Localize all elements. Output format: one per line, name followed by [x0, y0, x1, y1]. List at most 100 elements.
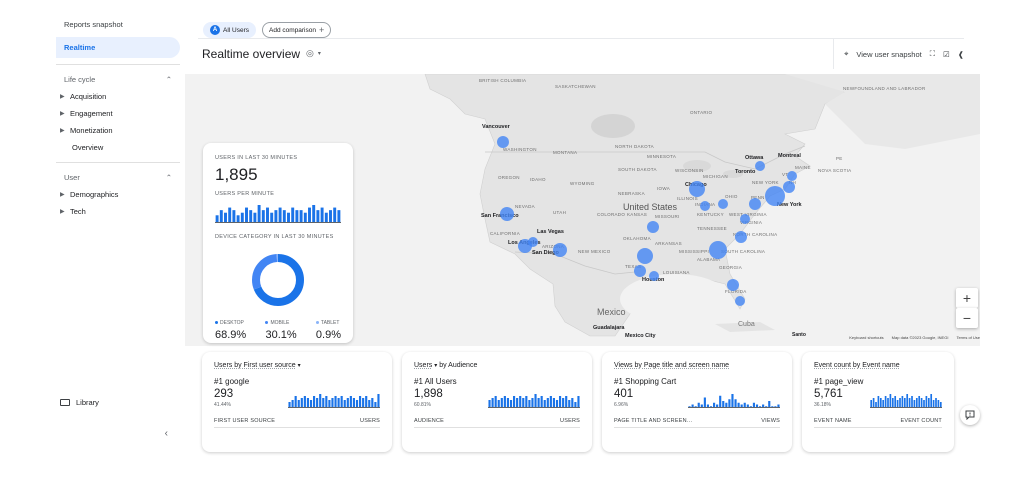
chart-bar[interactable]: [500, 398, 503, 408]
chart-bar[interactable]: [494, 396, 497, 408]
chart-bar[interactable]: [577, 396, 580, 408]
chart-bar[interactable]: [291, 207, 295, 223]
share-icon[interactable]: ❰: [957, 49, 964, 59]
chart-bar[interactable]: [309, 400, 313, 408]
chart-bar[interactable]: [877, 396, 880, 408]
chart-bar[interactable]: [240, 212, 244, 223]
user-location-bubble[interactable]: [727, 279, 739, 291]
users-per-minute-chart[interactable]: [215, 203, 341, 223]
chart-bar[interactable]: [319, 394, 322, 408]
chart-bar[interactable]: [716, 404, 719, 409]
chart-bar[interactable]: [543, 400, 546, 408]
nav-monetization[interactable]: ▶ Monetization: [56, 122, 180, 139]
chart-bar[interactable]: [377, 394, 380, 408]
chart-bar[interactable]: [312, 205, 316, 223]
chart-bar[interactable]: [531, 398, 534, 408]
chart-bar[interactable]: [728, 399, 731, 408]
chart-bar[interactable]: [737, 402, 740, 408]
user-location-bubble[interactable]: [553, 243, 567, 257]
chart-bar[interactable]: [930, 394, 933, 408]
chart-bar[interactable]: [528, 400, 531, 408]
chart-bar[interactable]: [546, 398, 549, 408]
chart-bar[interactable]: [887, 398, 889, 408]
chart-bar[interactable]: [371, 398, 374, 408]
chart-bar[interactable]: [731, 394, 734, 408]
chart-bar[interactable]: [291, 400, 294, 408]
user-location-bubble[interactable]: [755, 161, 765, 171]
chart-bar[interactable]: [574, 402, 577, 408]
user-location-bubble[interactable]: [528, 237, 538, 247]
user-location-bubble[interactable]: [749, 198, 761, 210]
chart-bar[interactable]: [316, 398, 319, 408]
sparkline-chart[interactable]: [870, 392, 942, 408]
chart-bar[interactable]: [346, 398, 349, 408]
chart-bar[interactable]: [266, 207, 269, 223]
chart-bar[interactable]: [719, 395, 722, 408]
chart-bar[interactable]: [322, 398, 325, 408]
chart-bar[interactable]: [722, 401, 725, 408]
card-title[interactable]: Users ▾ by Audience: [414, 362, 580, 369]
chart-bar[interactable]: [755, 404, 759, 409]
chart-bar[interactable]: [362, 398, 365, 408]
chart-bar[interactable]: [537, 398, 540, 408]
chart-bar[interactable]: [368, 400, 371, 408]
user-location-bubble[interactable]: [647, 221, 659, 233]
donut-slice-tablet[interactable]: [252, 254, 304, 306]
chart-bar[interactable]: [777, 404, 780, 409]
chart-bar[interactable]: [758, 406, 762, 408]
device-category-donut[interactable]: [250, 252, 306, 308]
chart-bar[interactable]: [488, 400, 491, 408]
chart-bar[interactable]: [923, 400, 925, 408]
chevron-left-icon[interactable]: ‹: [164, 428, 168, 439]
nav-tech[interactable]: ▶ Tech: [56, 203, 180, 220]
chart-bar[interactable]: [334, 396, 337, 408]
donut-slice-mobile[interactable]: [252, 254, 304, 306]
user-location-bubble[interactable]: [787, 171, 797, 181]
chart-bar[interactable]: [288, 402, 291, 408]
chart-bar[interactable]: [245, 207, 248, 223]
chart-bar[interactable]: [261, 210, 265, 223]
chart-bar[interactable]: [875, 402, 877, 408]
section-lifecycle[interactable]: Life cycle ⌃: [56, 71, 180, 88]
chart-bar[interactable]: [512, 396, 516, 408]
user-location-bubble[interactable]: [735, 296, 745, 306]
chart-bar[interactable]: [509, 400, 513, 408]
nav-overview[interactable]: Overview: [72, 143, 104, 152]
chart-bar[interactable]: [506, 398, 510, 408]
chart-bar[interactable]: [303, 396, 306, 408]
chart-bar[interactable]: [913, 400, 916, 408]
user-location-bubble[interactable]: [634, 265, 646, 277]
chart-bar[interactable]: [232, 210, 236, 223]
chart-bar[interactable]: [491, 398, 494, 408]
chart-bar[interactable]: [337, 398, 340, 408]
chevron-up-icon[interactable]: ⌃: [165, 75, 172, 84]
chart-bar[interactable]: [697, 402, 700, 408]
all-users-chip[interactable]: A All Users: [203, 22, 257, 38]
chart-bar[interactable]: [299, 210, 303, 223]
chart-bar[interactable]: [899, 398, 901, 408]
user-location-bubble[interactable]: [497, 136, 509, 148]
chart-bar[interactable]: [925, 396, 928, 408]
chart-bar[interactable]: [278, 207, 282, 223]
card-title[interactable]: Views by Page title and screen name: [614, 362, 780, 369]
chart-bar[interactable]: [749, 406, 752, 408]
chart-bar[interactable]: [534, 394, 537, 408]
chart-bar[interactable]: [497, 400, 500, 408]
chart-bar[interactable]: [765, 406, 768, 408]
chevron-down-icon[interactable]: ▾: [434, 363, 438, 369]
chart-bar[interactable]: [706, 404, 710, 409]
chart-bar[interactable]: [331, 398, 334, 408]
chart-bar[interactable]: [762, 404, 765, 409]
chart-bar[interactable]: [224, 212, 227, 223]
chart-bar[interactable]: [320, 207, 324, 223]
chart-bar[interactable]: [525, 396, 528, 408]
user-location-bubble[interactable]: [700, 201, 710, 211]
chart-bar[interactable]: [712, 402, 716, 408]
chart-bar[interactable]: [700, 404, 703, 409]
chart-bar[interactable]: [889, 394, 892, 408]
terms-of-use-link[interactable]: Terms of Use: [956, 335, 980, 340]
chart-bar[interactable]: [358, 396, 362, 408]
chart-bar[interactable]: [352, 398, 356, 408]
nav-engagement[interactable]: ▶ Engagement: [56, 105, 180, 122]
chart-bar[interactable]: [709, 406, 713, 408]
